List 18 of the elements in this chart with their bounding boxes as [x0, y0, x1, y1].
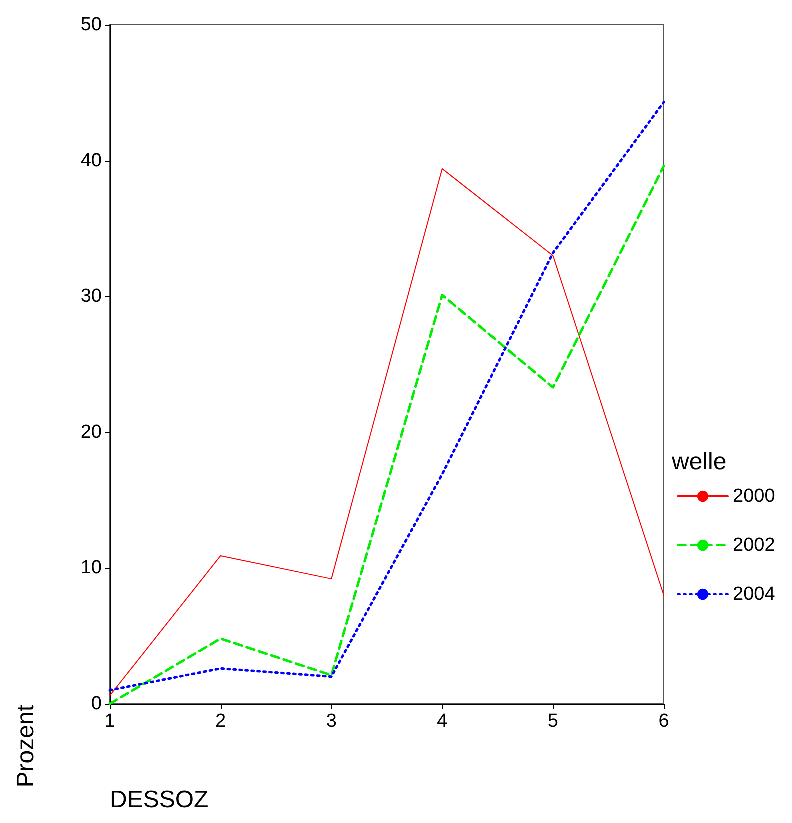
y-tick-label: 40: [80, 150, 102, 172]
x-tick-label: 5: [548, 711, 558, 732]
x-tick-label: 3: [326, 711, 337, 732]
x-tick-label: 6: [658, 711, 670, 732]
y-tick-label: 20: [80, 422, 102, 443]
y-tick-label: 0: [91, 694, 102, 714]
x-axis-title: DESSOZ: [110, 786, 209, 814]
y-axis-title: Prozent: [12, 704, 40, 788]
legend-title: welle: [671, 448, 727, 476]
legend-label: 2002: [733, 535, 776, 556]
x-tick-label: 2: [216, 711, 226, 732]
legend-label: 2004: [733, 584, 776, 605]
x-tick-label: 1: [104, 711, 116, 732]
x-tick-label: 4: [437, 711, 448, 732]
y-tick-label: 50: [80, 14, 102, 36]
legend-label: 2000: [733, 486, 776, 507]
y-tick-label: 10: [80, 558, 102, 579]
y-tick-label: 30: [80, 286, 102, 308]
